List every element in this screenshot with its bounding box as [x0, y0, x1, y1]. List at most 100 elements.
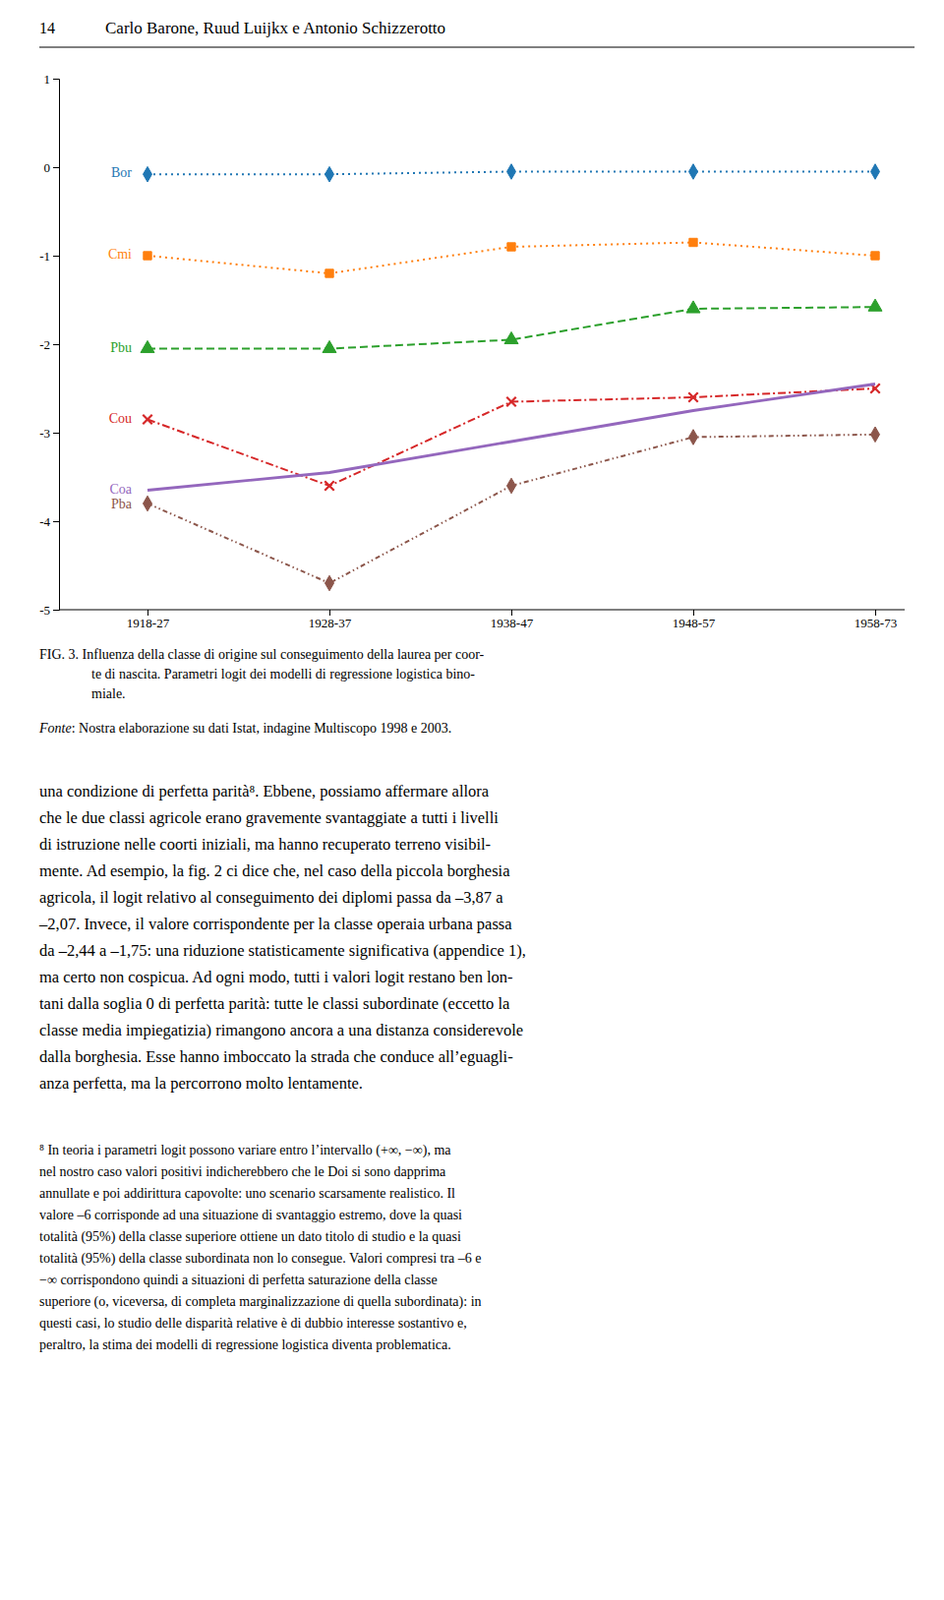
x-tick-label: 1918-27: [126, 615, 171, 631]
series-marker: [689, 429, 699, 446]
y-tick-label: -5: [39, 602, 51, 618]
body-line: anza perfetta, ma la percorrono molto le…: [39, 1073, 363, 1093]
y-tick: -4: [39, 514, 59, 530]
series-marker: [143, 166, 153, 182]
y-tick-mark: [53, 521, 59, 523]
y-tick: -1: [39, 248, 59, 264]
series-label: Coa: [109, 481, 132, 497]
series-marker: [506, 397, 516, 407]
x-tick: 1918-27: [126, 609, 171, 631]
y-tick-label: 0: [44, 160, 52, 176]
x-tick-mark: [329, 609, 331, 616]
series-marker: [686, 300, 701, 313]
y-tick: -2: [39, 337, 59, 353]
y-tick: -3: [39, 425, 59, 441]
series: [147, 384, 876, 491]
source-text: : Nostra elaborazione su dati Istat, ind…: [71, 720, 452, 736]
footnote-line: −∞ corrispondono quindi a situazioni di …: [39, 1272, 438, 1288]
x-tick-label: 1938-47: [490, 615, 534, 631]
series-marker: [868, 298, 883, 311]
footnote-line: superiore (o, viceversa, di completa mar…: [39, 1294, 482, 1310]
y-tick-mark: [53, 344, 59, 346]
x-axis: 1918-27 1928-37 1938-47 1948-57 1958-73: [59, 609, 905, 631]
y-tick-label: -3: [39, 425, 51, 441]
series-marker: [871, 426, 881, 443]
x-tick: 1958-73: [854, 609, 897, 631]
header-title: Carlo Barone, Ruud Luijkx e Antonio Schi…: [105, 18, 446, 38]
footnote-line: ⁸ In teoria i parametri logit possono va…: [39, 1142, 452, 1159]
body-line: che le due classi agricole erano graveme…: [39, 808, 499, 827]
series-line: [147, 242, 876, 275]
caption-line: FIG. 3. Influenza della classe di origin…: [39, 647, 485, 662]
page: 14 Carlo Barone, Ruud Luijkx e Antonio Sc…: [0, 0, 944, 1600]
body-line: –2,07. Invece, il valore corrispondente …: [38, 914, 513, 934]
series-marker: [871, 164, 881, 180]
body-line: tani dalla soglia 0 di perfetta parità: …: [39, 994, 511, 1013]
footnote-line: nel nostro caso valori positivi indicher…: [39, 1164, 447, 1180]
series: [143, 426, 881, 591]
x-tick-mark: [147, 609, 149, 616]
series-line: [147, 434, 876, 584]
body-line: classe media impiegatizia) rimangono anc…: [39, 1020, 524, 1040]
series-marker: [689, 164, 699, 180]
y-tick-mark: [53, 78, 59, 80]
series-marker: [325, 575, 335, 591]
x-tick-mark: [511, 609, 513, 616]
series-label: Pba: [111, 496, 133, 512]
y-tick-mark: [53, 255, 59, 257]
x-tick-mark: [875, 609, 877, 616]
series-marker: [322, 340, 337, 353]
source-label: Fonte: [38, 720, 72, 736]
body-line: dalla borghesia. Esse hanno imboccato la…: [39, 1047, 514, 1066]
x-axis-line: [59, 609, 905, 611]
y-tick-mark: [53, 167, 59, 169]
y-tick-label: -1: [39, 248, 51, 264]
series-marker: [325, 166, 335, 182]
series-marker: [325, 269, 334, 278]
series-marker: [504, 331, 519, 344]
series-marker: [140, 340, 155, 353]
body-line: mente. Ad esempio, la fig. 2 ci dice che…: [39, 861, 511, 881]
series-marker: [689, 237, 698, 246]
header-number: 14: [39, 19, 56, 37]
series-line: [147, 388, 876, 486]
footnote-line: peraltro, la stima dei modelli di regres…: [39, 1337, 452, 1353]
footnote-line: totalità (95%) della classe subordinata …: [39, 1250, 482, 1267]
footnote-line: questi casi, lo studio delle disparità r…: [39, 1315, 468, 1331]
series: [142, 383, 880, 490]
body-line: di istruzione nelle coorti iniziali, ma …: [39, 834, 491, 854]
x-tick-label: 1948-57: [672, 615, 716, 631]
y-tick-mark: [53, 609, 59, 611]
caption-line: te di nascita. Parametri logit dei model…: [91, 666, 475, 682]
series-marker: [143, 495, 153, 512]
body-line: agricola, il logit relativo al conseguim…: [39, 887, 504, 907]
chart: 1918-27 1928-37 1938-47 1948-57 1958-73 -5 -4 -…: [39, 71, 905, 632]
series-marker: [143, 251, 152, 260]
y-tick: 0: [44, 160, 60, 176]
body-line: una condizione di perfetta parità⁸. Ebbe…: [39, 781, 490, 801]
plot-area: [140, 164, 883, 591]
series-marker: [871, 251, 880, 260]
series-line: [147, 384, 876, 491]
series: [140, 298, 883, 353]
footnote-line: totalità (95%) della classe superiore ot…: [39, 1229, 462, 1245]
y-tick-label: -4: [39, 514, 51, 530]
y-axis-line: [53, 79, 60, 611]
x-tick-label: 1928-37: [308, 615, 353, 631]
header-rule: [39, 47, 915, 49]
series-label: Cmi: [108, 246, 132, 262]
series: [143, 237, 880, 278]
series-marker: [507, 477, 517, 494]
series-marker: [507, 164, 517, 180]
y-tick-label: -2: [39, 337, 51, 353]
series: [143, 164, 881, 182]
series-marker: [507, 242, 516, 251]
x-tick-mark: [693, 609, 695, 616]
y-tick: 1: [44, 71, 60, 87]
series-labels: BorCmiPbuCouCoaPba: [108, 165, 133, 511]
x-tick: 1938-47: [490, 609, 534, 631]
x-tick-label: 1958-73: [854, 615, 897, 631]
source-note: Fonte: Nostra elaborazione su dati Istat…: [38, 720, 452, 736]
footnote-line: valore –6 corrisponde ad una situazione …: [39, 1207, 463, 1223]
caption-line: miale.: [91, 686, 126, 702]
